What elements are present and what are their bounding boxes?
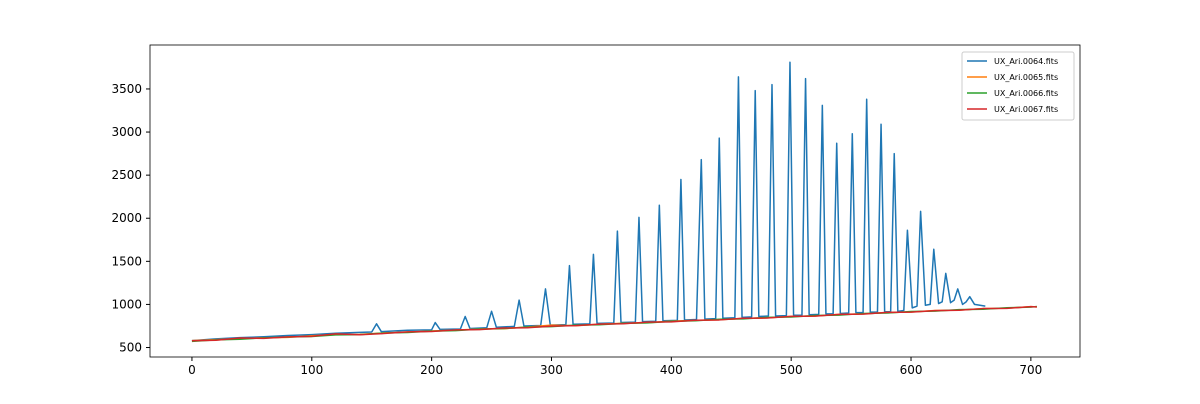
y-tick-label: 1000	[111, 297, 142, 311]
y-tick-label: 1500	[111, 254, 142, 268]
legend: UX_Ari.0064.fits UX_Ari.0065.fits UX_Ari.0…	[961, 51, 1075, 121]
legend-box	[961, 51, 1075, 121]
y-tick-label: 500	[119, 341, 142, 355]
x-tick-label: 700	[1019, 363, 1042, 377]
x-tick-label: 400	[660, 363, 683, 377]
line-series	[191, 61, 986, 342]
x-tick-label: 100	[300, 363, 323, 377]
legend-label: UX_Ari.0064.fits	[994, 57, 1058, 66]
y-tick-label: 3500	[111, 82, 142, 96]
line-series	[191, 305, 1037, 342]
legend-label: UX_Ari.0065.fits	[994, 73, 1058, 82]
legend-label: UX_Ari.0067.fits	[994, 105, 1058, 114]
x-tick-label: 500	[780, 363, 803, 377]
x-tick-label: 200	[420, 363, 443, 377]
legend-label: UX_Ari.0066.fits	[994, 89, 1058, 98]
y-tick-label: 2000	[111, 211, 142, 225]
plot-frame	[149, 44, 1081, 358]
x-tick-label: 600	[900, 363, 923, 377]
y-tick-label: 2500	[111, 168, 142, 182]
x-tick-label: 300	[540, 363, 563, 377]
x-tick-label: 0	[188, 363, 196, 377]
y-tick-label: 3000	[111, 125, 142, 139]
